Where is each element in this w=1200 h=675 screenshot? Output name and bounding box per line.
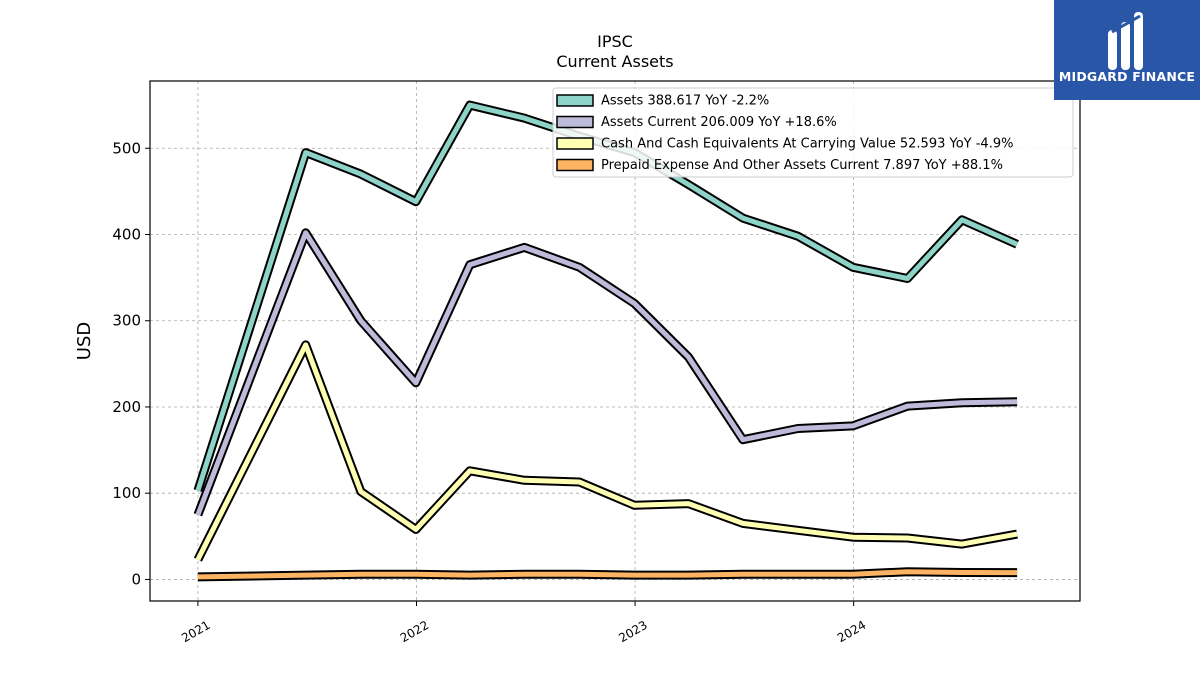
plot-frame [149, 80, 1081, 602]
y-axis: 0 100 200 300 400 500 [112, 139, 150, 588]
legend-label: Cash And Cash Equivalents At Carrying Va… [601, 137, 1013, 152]
series-line [195, 342, 1018, 561]
series-line [195, 230, 1018, 516]
x-tick-label: 2021 [179, 618, 212, 645]
y-tick-label: 0 [131, 570, 141, 588]
y-tick-label: 100 [112, 484, 141, 502]
legend-label: Prepaid Expense And Other Assets Current… [601, 158, 1003, 173]
legend-swatch [556, 137, 594, 150]
y-tick-label: 200 [112, 398, 141, 416]
y-axis-label: USD [74, 322, 95, 360]
legend-swatch [556, 158, 594, 172]
x-tick-label: 2024 [835, 618, 868, 645]
chart-subtitle: Current Assets [556, 52, 674, 71]
x-axis: 2021 2022 2023 2024 [179, 601, 868, 645]
legend-label: Assets 388.617 YoY -2.2% [601, 94, 769, 109]
legend: Assets 388.617 YoY -2.2% Assets Current 2… [552, 87, 1074, 178]
legend-box [552, 87, 1074, 178]
brand-logo-icon [1108, 12, 1143, 70]
legend-swatch [556, 115, 594, 129]
legend-label: Assets Current 206.009 YoY +18.6% [601, 115, 837, 130]
chart-title: IPSC [597, 32, 633, 51]
x-tick-label: 2023 [616, 618, 649, 645]
brand-logo: MIDGARD FINANCE [1054, 0, 1200, 100]
series-line-outline [193, 340, 1018, 562]
legend-swatch [556, 94, 594, 107]
y-tick-label: 400 [112, 225, 141, 243]
series-line [197, 569, 1018, 580]
brand-logo-text: MIDGARD FINANCE [1058, 69, 1196, 84]
y-tick-label: 300 [112, 312, 141, 330]
y-tick-label: 500 [112, 139, 141, 157]
x-tick-label: 2022 [398, 618, 431, 645]
